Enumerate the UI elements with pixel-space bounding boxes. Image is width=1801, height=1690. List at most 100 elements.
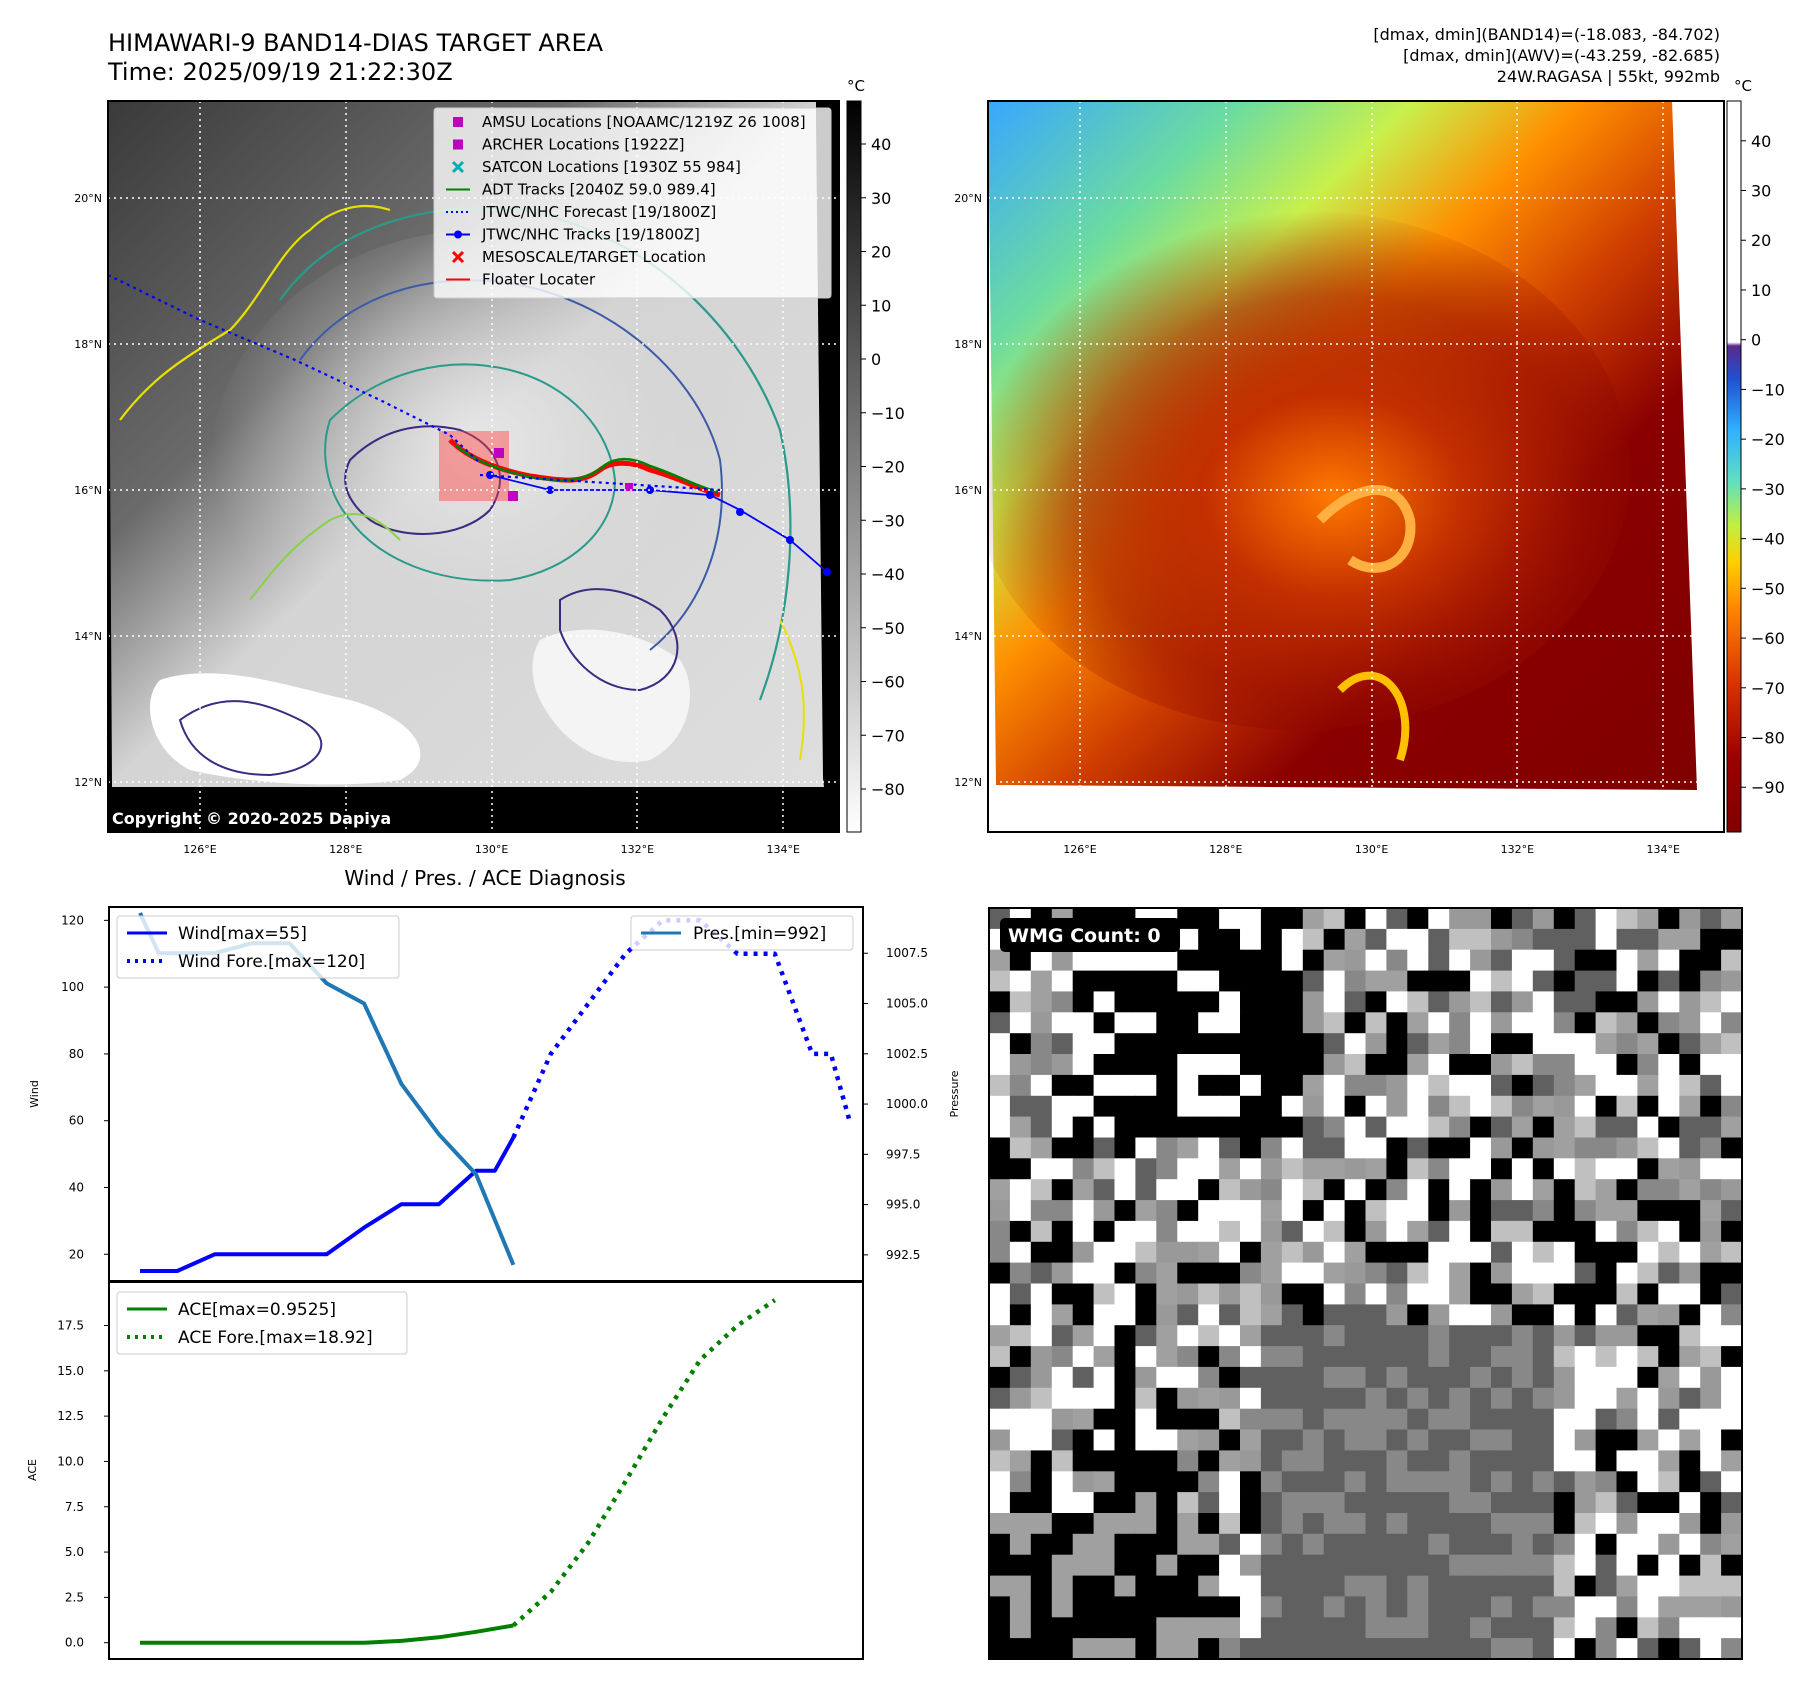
- wmg-cell: [1198, 1429, 1220, 1451]
- wmg-cell: [1532, 1220, 1555, 1243]
- wmg-cell: [1072, 949, 1095, 972]
- wmg-cell: [1177, 1012, 1199, 1034]
- wmg-cell: [1721, 1429, 1742, 1451]
- wmg-cell: [1553, 970, 1576, 993]
- wmg-cell: [1511, 1533, 1534, 1556]
- wmg-cell: [1072, 991, 1095, 1013]
- wmg-cell: [1051, 1137, 1074, 1159]
- wmg-cell: [1595, 1262, 1618, 1285]
- wmg-cell: [1156, 949, 1178, 972]
- wmg-cell: [1072, 1220, 1095, 1243]
- wmg-cell: [1114, 970, 1136, 993]
- wmg-cell: [1302, 1429, 1325, 1451]
- wmg-cell: [1281, 1116, 1304, 1139]
- wmg-cell: [1260, 1179, 1283, 1201]
- wmg-cell: [1135, 1450, 1157, 1472]
- wmg-cell: [1616, 1429, 1638, 1451]
- wmg-cell: [1511, 949, 1534, 972]
- wmg-panel-border: [988, 907, 1743, 1660]
- wmg-cell: [1281, 1554, 1304, 1577]
- wmg-cell: [1240, 1575, 1262, 1598]
- wmg-panel: WMG Count: 0: [988, 907, 1743, 1660]
- ace-legend-box: [116, 1291, 408, 1355]
- wmg-cell: [1595, 1554, 1618, 1577]
- wmg-cell: [1616, 1158, 1638, 1180]
- wmg-cell: [1240, 1179, 1262, 1201]
- wmg-cell: [1637, 1575, 1659, 1598]
- jtwc-forecast-track-east: [479, 473, 721, 492]
- wmg-cell: [989, 1033, 1011, 1055]
- wmg-cell: [1344, 1158, 1367, 1180]
- wmg-cell: [1177, 1554, 1199, 1577]
- wmg-cell: [1532, 1325, 1555, 1347]
- wmg-cell: [1281, 1575, 1304, 1598]
- wmg-cell: [1511, 1387, 1534, 1410]
- wmg-cell: [1449, 1241, 1471, 1264]
- wmg-cell: [1595, 1638, 1618, 1659]
- wmg-cell: [1365, 1450, 1387, 1472]
- wmg-cell: [1616, 1617, 1638, 1639]
- wmg-cell: [1428, 1366, 1450, 1389]
- wmg-cell: [1595, 1492, 1618, 1514]
- wmg-cell: [1260, 908, 1283, 930]
- wmg-cell: [1260, 1387, 1283, 1410]
- wmg-cell: [1428, 1471, 1450, 1493]
- right-map-gridlines: [988, 101, 1724, 832]
- wmg-cell: [1658, 1262, 1680, 1285]
- wmg-cell: [1679, 1116, 1701, 1139]
- wmg-cell: [1595, 1200, 1618, 1222]
- wmg-cell: [1114, 949, 1136, 972]
- wmg-cell: [1386, 928, 1408, 951]
- wmg-cell: [989, 1533, 1011, 1556]
- wmg-cell: [1281, 1304, 1304, 1326]
- wmg-cell: [1198, 1471, 1220, 1493]
- wmg-cell: [1637, 970, 1659, 993]
- wmg-cell: [1491, 991, 1513, 1013]
- wmg-cell: [1072, 1074, 1095, 1097]
- wmg-cell: [1491, 970, 1513, 993]
- wmg-cell: [1260, 928, 1283, 951]
- wmg-cell: [1281, 908, 1304, 930]
- wmg-cell: [1511, 908, 1534, 930]
- wmg-cell: [1574, 1095, 1597, 1118]
- wmg-cell: [1114, 1074, 1136, 1097]
- wmg-cell: [1114, 1220, 1136, 1243]
- wmg-cell: [1553, 1033, 1576, 1055]
- wmg-cell: [1344, 1492, 1367, 1514]
- wmg-cell: [1428, 1408, 1450, 1431]
- wmg-cell: [1574, 970, 1597, 993]
- wmg-cell: [989, 1366, 1011, 1389]
- wmg-cell: [1386, 1158, 1408, 1180]
- wmg-cell: [1470, 928, 1492, 951]
- wmg-cell: [1260, 1346, 1283, 1368]
- wmg-cell: [1135, 1012, 1157, 1034]
- lat-label: 20°N: [954, 192, 982, 205]
- wmg-cell: [1511, 1241, 1534, 1264]
- wmg-cell: [1072, 1429, 1095, 1451]
- wmg-cell: [1093, 1492, 1116, 1514]
- adt-track: [454, 444, 719, 494]
- wmg-cell: [1616, 1179, 1638, 1201]
- wmg-cell: [1365, 1137, 1387, 1159]
- wmg-cell: [989, 1554, 1011, 1577]
- lat-label: 16°N: [74, 484, 102, 497]
- wmg-cell: [1323, 970, 1346, 993]
- wmg-cell: [1553, 1283, 1576, 1305]
- left-colorbar: °C 40 30 20 10 0 −10 −20 −30 −40 −50 −60 −70 −80: [846, 77, 905, 833]
- wmg-cell: [1177, 1471, 1199, 1493]
- wmg-cell: [1532, 1054, 1555, 1076]
- wmg-cell: [1323, 1387, 1346, 1410]
- lat-label: 18°N: [74, 338, 102, 351]
- wmg-cell: [1721, 1241, 1742, 1264]
- wmg-cell: [1219, 1387, 1241, 1410]
- wmg-cell: [1428, 991, 1450, 1013]
- wmg-cell: [1637, 1262, 1659, 1285]
- wmg-cell: [1658, 1033, 1680, 1055]
- wmg-cell: [1051, 1200, 1074, 1222]
- wmg-cell: [1386, 1241, 1408, 1264]
- wmg-cell: [1177, 1638, 1199, 1659]
- colorbar-tick-label: 20: [1751, 231, 1771, 250]
- wmg-cell: [1491, 1074, 1513, 1097]
- wmg-cell: [1240, 908, 1262, 930]
- wmg-cell: [1030, 1554, 1053, 1577]
